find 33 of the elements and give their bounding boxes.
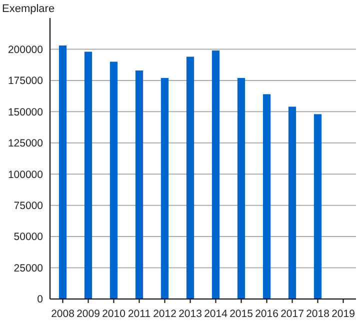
x-tick-label: 2014: [204, 308, 228, 320]
x-tick-label: 2013: [178, 308, 202, 320]
y-tick-label: 175000: [8, 75, 44, 88]
x-tick-label: 2009: [76, 308, 100, 320]
x-tick-label: 2018: [306, 308, 330, 320]
bar: [237, 78, 246, 299]
y-tick-label: 0: [37, 294, 44, 306]
x-tick-label: 2016: [255, 308, 279, 320]
bar: [262, 94, 271, 299]
bar: [288, 106, 296, 299]
y-tick-label: 75000: [14, 200, 44, 212]
y-tick-label: 100000: [8, 168, 44, 181]
bar: [314, 114, 322, 299]
x-tick-label: 2010: [102, 308, 126, 320]
x-tick-label: 2019: [332, 308, 356, 320]
y-tick-label: 150000: [8, 106, 44, 118]
x-tick-label: 2015: [230, 308, 254, 320]
y-tick-label: 25000: [14, 262, 44, 274]
bar: [186, 56, 194, 299]
x-tick-label: 2017: [280, 308, 304, 320]
x-tick-label: 2008: [51, 308, 75, 320]
y-tick-label: 200000: [8, 44, 44, 56]
bar: [84, 52, 92, 299]
bar: [160, 78, 169, 299]
bar: [110, 62, 118, 299]
x-tick-label: 2012: [153, 308, 177, 320]
bar: [135, 70, 144, 299]
bar: [58, 45, 67, 299]
y-axis-title: Exemplare: [2, 3, 55, 15]
x-tick-label: 2011: [128, 308, 151, 320]
y-tick-label: 50000: [14, 231, 44, 244]
bar: [212, 50, 220, 299]
y-tick-label: 125000: [8, 138, 44, 150]
